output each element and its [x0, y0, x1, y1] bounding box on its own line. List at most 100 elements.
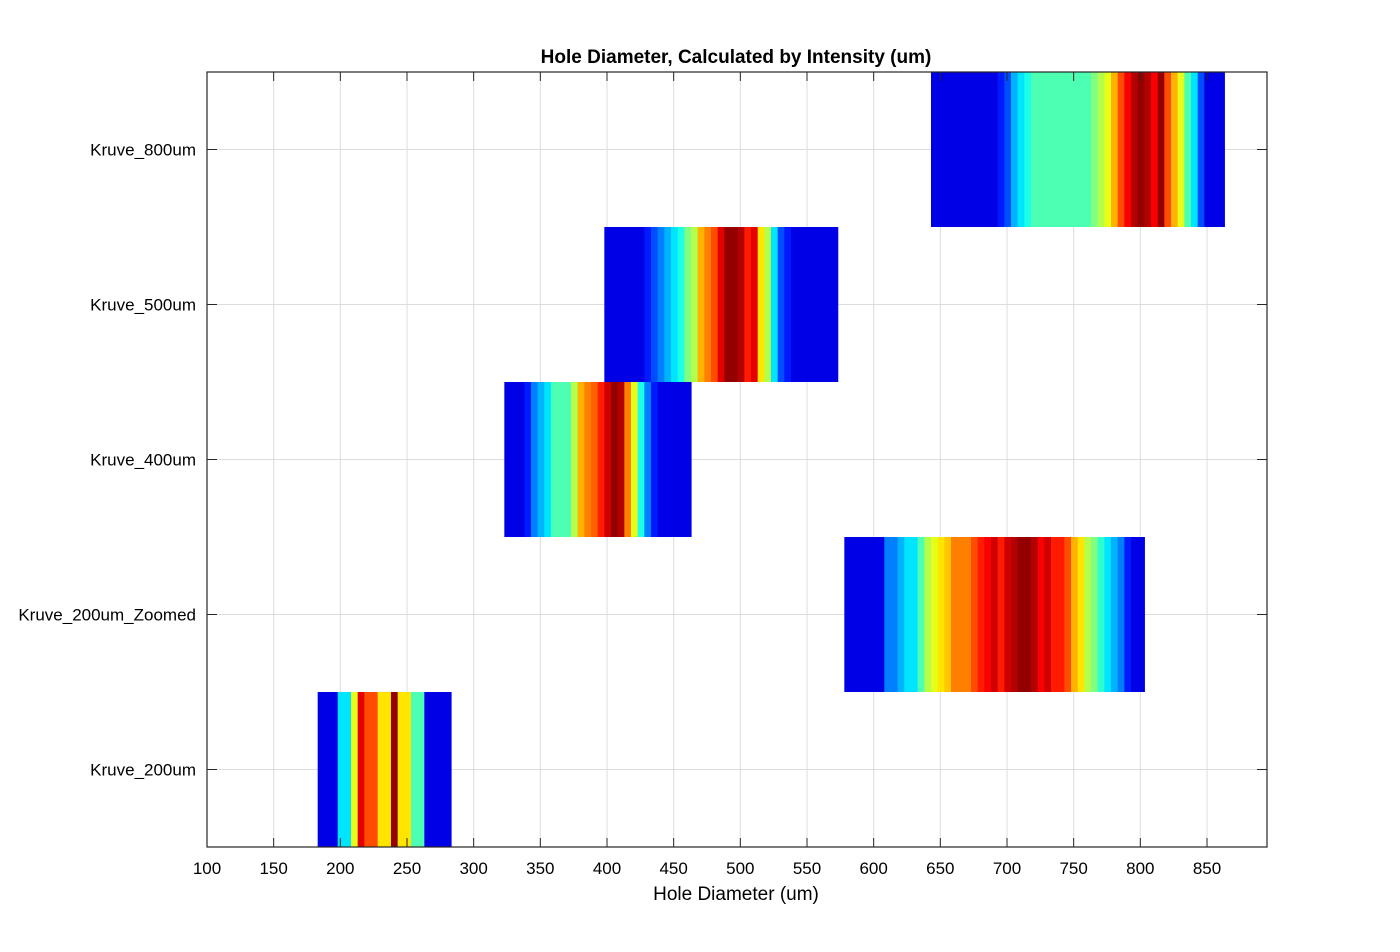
y-tick-label: Kruve_400um: [90, 451, 196, 470]
x-tick-label: 850: [1193, 859, 1221, 878]
heatmap-cell: [344, 692, 352, 847]
heatmap-cell: [924, 537, 932, 692]
heatmap-cell: [1024, 72, 1032, 227]
heatmap-cell: [617, 382, 625, 537]
heatmap-cell: [404, 692, 412, 847]
heatmap-cell: [957, 72, 965, 227]
heatmap-cell: [1204, 72, 1212, 227]
heatmap-cell: [1011, 72, 1019, 227]
heatmap-cell: [1051, 72, 1059, 227]
heatmap-cell: [1191, 72, 1199, 227]
heatmap-cell: [864, 537, 872, 692]
y-tick-label: Kruve_200um: [90, 761, 196, 780]
chart-title: Hole Diameter, Calculated by Intensity (…: [541, 47, 932, 68]
heatmap-cell: [1177, 72, 1185, 227]
x-tick-label: 350: [526, 859, 554, 878]
heatmap-cell: [984, 537, 992, 692]
heatmap-cell: [1004, 537, 1012, 692]
heatmap-cell: [1131, 72, 1139, 227]
heatmap-cell: [1037, 537, 1045, 692]
x-tick-label: 700: [993, 859, 1021, 878]
heatmap-cell: [1111, 537, 1119, 692]
heatmap-cell: [577, 382, 585, 537]
heatmap-cell: [1057, 537, 1065, 692]
heatmap-cell: [624, 227, 632, 382]
heatmap-cell: [1137, 537, 1145, 692]
heatmap-cell: [1004, 72, 1012, 227]
heatmap-cell: [1117, 72, 1125, 227]
heatmap-cell: [1104, 537, 1112, 692]
x-tick-label: 400: [593, 859, 621, 878]
x-tick-label: 250: [393, 859, 421, 878]
heatmap-cell: [1124, 537, 1132, 692]
heatmap-cell: [424, 692, 432, 847]
heatmap-cell: [597, 382, 605, 537]
heatmap-cell: [504, 382, 512, 537]
heatmap-cell: [671, 227, 679, 382]
heatmap-cell: [637, 227, 645, 382]
heatmap-cell: [997, 537, 1005, 692]
x-tick-label: 750: [1059, 859, 1087, 878]
heatmap-cell: [1217, 72, 1225, 227]
heatmap-cell: [671, 382, 679, 537]
heatmap-cell: [1084, 537, 1092, 692]
heatmap-cell: [631, 227, 639, 382]
heatmap-cell: [857, 537, 865, 692]
heatmap-cell: [957, 537, 965, 692]
heatmap-cell: [724, 227, 732, 382]
heatmap-cell: [917, 537, 925, 692]
heatmap-cell: [517, 382, 525, 537]
heatmap-cell: [1017, 537, 1025, 692]
heatmap-cell: [1031, 537, 1039, 692]
heatmap-cell: [644, 382, 652, 537]
heatmap-cell: [997, 72, 1005, 227]
heatmap-cell: [1091, 72, 1099, 227]
heatmap-cell: [417, 692, 425, 847]
heatmap-cell: [951, 537, 959, 692]
heatmap-cell: [657, 382, 665, 537]
heatmap-cell: [1024, 537, 1032, 692]
heatmap-cell: [937, 537, 945, 692]
heatmap-cell: [784, 227, 792, 382]
heatmap-cell: [977, 72, 985, 227]
heatmap-cell: [584, 382, 592, 537]
heatmap-cell: [817, 227, 825, 382]
y-tick-label: Kruve_800um: [90, 141, 196, 160]
heatmap-cell: [1184, 72, 1192, 227]
heatmap-cell: [644, 227, 652, 382]
heatmap-cell: [444, 692, 452, 847]
heatmap-cell: [551, 382, 559, 537]
heatmap-cell: [1044, 537, 1052, 692]
heatmap-cell: [664, 227, 672, 382]
heatmap-cell: [931, 72, 939, 227]
heatmap-cell: [537, 382, 545, 537]
heatmap-cell: [1077, 72, 1085, 227]
heatmap-cell: [891, 537, 899, 692]
heatmap-cell: [544, 382, 552, 537]
heatmap-cell: [611, 382, 619, 537]
heatmap-cell: [611, 227, 619, 382]
heatmap-cell: [1117, 537, 1125, 692]
heatmap-cell: [1031, 72, 1039, 227]
heatmap-cell: [1077, 537, 1085, 692]
heatmap-cell: [844, 537, 852, 692]
heatmap-cell: [1144, 72, 1152, 227]
heatmap-cell: [1037, 72, 1045, 227]
x-tick-label: 450: [659, 859, 687, 878]
heatmap-cell: [324, 692, 332, 847]
heatmap-cell: [1151, 72, 1159, 227]
heatmap-cell: [364, 692, 372, 847]
y-tick-label: Kruve_500um: [90, 296, 196, 315]
heatmap-cell: [937, 72, 945, 227]
x-tick-label: 100: [193, 859, 221, 878]
heatmap-cell: [651, 382, 659, 537]
heatmap-cell: [1131, 537, 1139, 692]
heatmap-cell: [884, 537, 892, 692]
heatmap-cell: [851, 537, 859, 692]
heatmap-cell: [1104, 72, 1112, 227]
heatmap-cell: [771, 227, 779, 382]
heatmap-cell: [731, 227, 739, 382]
x-tick-label: 800: [1126, 859, 1154, 878]
heatmap-cell: [904, 537, 912, 692]
heatmap-cell: [1071, 537, 1079, 692]
